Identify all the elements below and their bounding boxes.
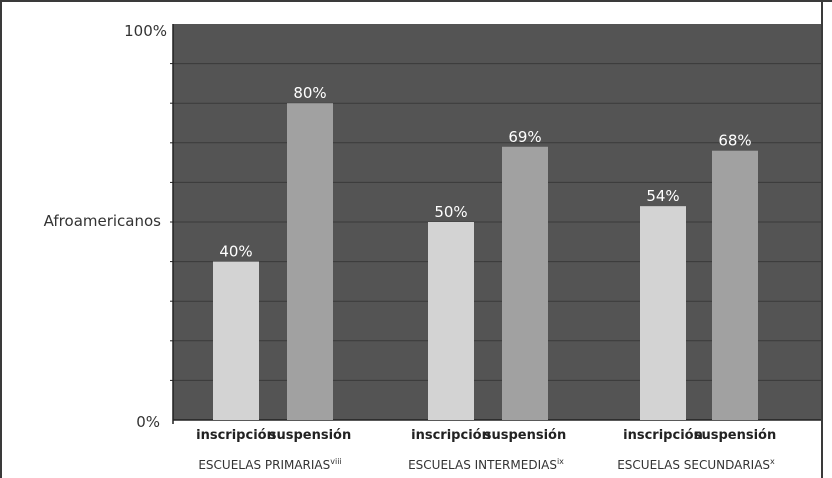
bar-suspension [502,146,548,420]
group-label: ESCUELAS PRIMARIASviii [198,457,341,472]
frame-left-border [0,0,2,478]
frame-right-border [821,0,823,478]
bar-suspension [712,150,758,420]
bar-category-label: suspensión [484,428,567,443]
bar-inscripcion [213,261,259,420]
y-axis-label: Afroamericanos [44,212,162,230]
bar-inscripcion [428,222,474,420]
y-tick-label: 0% [136,413,160,431]
group-label: ESCUELAS INTERMEDIASix [408,457,564,472]
group-superscript: ix [557,457,564,466]
bar-suspension [287,103,333,420]
bar-value-label: 40% [219,243,252,261]
bar-value-label: 54% [646,187,679,205]
group-name: ESCUELAS INTERMEDIAS [408,458,557,472]
bar-category-label: inscripción [411,428,491,443]
bar-inscripcion [640,206,686,420]
bar-value-label: 69% [508,128,541,146]
bar-value-label: 50% [434,203,467,221]
bar-value-label: 80% [293,84,326,102]
group-name: ESCUELAS PRIMARIAS [198,458,330,472]
bar-category-label: inscripción [623,428,703,443]
bar-category-label: inscripción [196,428,276,443]
group-superscript: viii [330,457,341,466]
group-label: ESCUELAS SECUNDARIASx [617,457,775,472]
frame-top-border [0,0,832,2]
y-tick-label: 100% [124,22,167,40]
bar-category-label: suspensión [269,428,352,443]
bar-category-label: suspensión [694,428,777,443]
group-superscript: x [770,457,775,466]
bar-value-label: 68% [718,132,751,150]
group-name: ESCUELAS SECUNDARIAS [617,458,770,472]
